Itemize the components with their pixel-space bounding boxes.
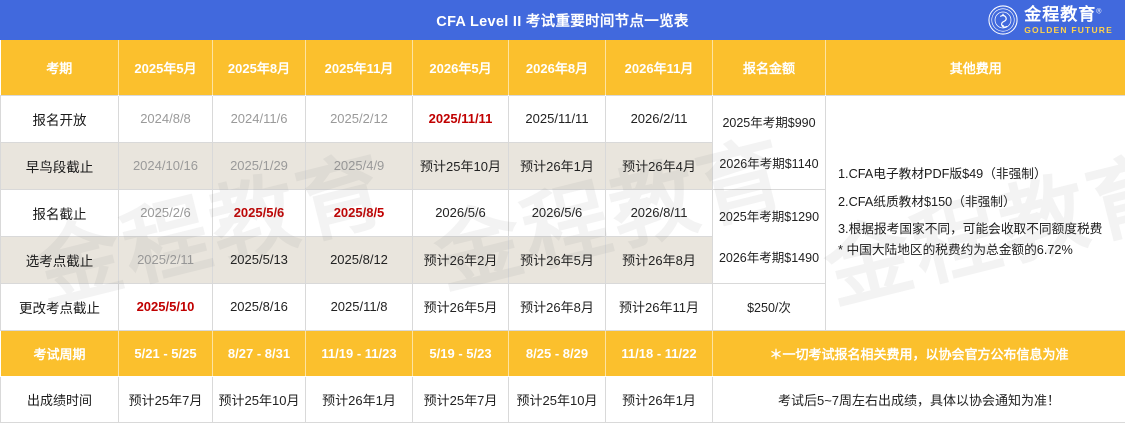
table-row: 报名截止 2025/2/6 2025/5/6 2025/8/5 2026/5/6… xyxy=(0,188,1125,284)
other-fee-line-1: 1.CFA电子教材PDF版$49（非强制） xyxy=(838,167,1047,182)
cell: 预计26年8月 xyxy=(605,235,713,284)
brand-name-cn: 金程教育® xyxy=(1024,4,1103,24)
table-row: 选考点截止 2025/2/11 2025/5/13 2025/8/12 预计26… xyxy=(0,235,1125,284)
row-label-result-time: 出成绩时间 xyxy=(0,375,119,423)
col-header-2025-08: 2025年8月 xyxy=(212,40,306,95)
cell: 2025/11/11 xyxy=(412,94,509,143)
cell: 2026/5/6 xyxy=(508,188,606,237)
cell: 2026/8/11 xyxy=(605,188,713,237)
cell: 2025/1/29 xyxy=(212,141,306,190)
other-fees-notes: 1.CFA电子教材PDF版$49（非强制） 2.CFA纸质教材$150（非强制）… xyxy=(825,94,1125,331)
cell: 预计26年2月 xyxy=(412,235,509,284)
cell: 2025/5/13 xyxy=(212,235,306,284)
fee-line: 2026年考期$1490 xyxy=(718,251,820,265)
cell: 预计26年1月 xyxy=(508,141,606,190)
table-row: 更改考点截止 2025/5/10 2025/8/16 2025/11/8 预计2… xyxy=(0,282,1125,331)
table-row: 报名开放 2024/8/8 2024/11/6 2025/2/12 2025/1… xyxy=(0,94,1125,331)
cell: 预计26年5月 xyxy=(412,282,509,331)
cell: 2025/2/6 xyxy=(118,188,213,237)
cell: 2024/8/8 xyxy=(118,94,213,143)
row-label-registration-open: 报名开放 xyxy=(0,94,119,143)
cell: 预计25年10月 xyxy=(412,141,509,190)
cell: 2025/2/11 xyxy=(118,235,213,284)
col-header-2025-11: 2025年11月 xyxy=(305,40,413,95)
cell: 2024/10/16 xyxy=(118,141,213,190)
cell: 2025/11/8 xyxy=(305,282,413,331)
cell: 2025/2/12 xyxy=(305,94,413,143)
cell: 预计26年11月 xyxy=(605,282,713,331)
schedule-table: 考期 2025年5月 2025年8月 2025年11月 2026年5月 2026… xyxy=(0,40,1125,423)
registered-mark: ® xyxy=(1096,8,1103,16)
other-fee-line-4: * 中国大陆地区的税费约为总金额的6.72% xyxy=(838,243,1073,258)
col-header-registration-fee: 报名金额 xyxy=(712,40,826,95)
fee-line: 2025年考期$990 xyxy=(722,116,816,130)
result-time-row: 出成绩时间 预计25年7月 预计25年10月 预计26年1月 预计25年7月 预… xyxy=(0,375,1125,423)
seal-icon xyxy=(988,5,1018,35)
cell: 2025/11/11 xyxy=(508,94,606,143)
cell: 2025/8/5 xyxy=(305,188,413,237)
cell: 预计26年8月 xyxy=(508,282,606,331)
row-label-registration-deadline: 报名截止 xyxy=(0,188,119,237)
other-fee-line-3: 3.根据报考国家不同，可能会收取不同额度税费 xyxy=(838,222,1103,236)
cell: 2025/5/10 xyxy=(118,282,213,331)
cell: 预计26年1月 xyxy=(605,375,713,423)
cell: 预计25年10月 xyxy=(508,375,606,423)
cell: 2024/11/6 xyxy=(212,94,306,143)
result-time-note: 考试后5~7周左右出成绩，具体以协会通知为准！ xyxy=(712,375,1125,423)
cell: 预计25年7月 xyxy=(412,375,509,423)
cell: 11/18 - 11/22 xyxy=(605,329,713,377)
row-label-change-center-deadline: 更改考点截止 xyxy=(0,282,119,331)
schedule-table-wrapper: 考期 2025年5月 2025年8月 2025年11月 2026年5月 2026… xyxy=(0,40,1125,423)
cell: 预计26年5月 xyxy=(508,235,606,284)
col-header-2025-05: 2025年5月 xyxy=(118,40,213,95)
fee-line: 2025年考期$1290 xyxy=(718,210,820,224)
fee-cell-990-1140: 2025年考期$990 2026年考期$1140 xyxy=(712,94,826,190)
cell: 2025/8/12 xyxy=(305,235,413,284)
col-header-exam-period: 考期 xyxy=(0,40,119,95)
page-title: CFA Level II 考试重要时间节点一览表 xyxy=(436,13,689,30)
col-header-other-fees: 其他费用 xyxy=(825,40,1125,95)
cell: 8/25 - 8/29 xyxy=(508,329,606,377)
brand-text: 金程教育® GOLDEN FUTURE xyxy=(1024,6,1113,35)
other-fee-line-2: 2.CFA纸质教材$150（非强制） xyxy=(838,194,1016,209)
brand-name-en: GOLDEN FUTURE xyxy=(1024,24,1113,35)
cell: 5/19 - 5/23 xyxy=(412,329,509,377)
brand-logo: 金程教育® GOLDEN FUTURE xyxy=(988,5,1113,35)
cell: 5/21 - 5/25 xyxy=(118,329,213,377)
fee-cell-1290-1490: 2025年考期$1290 2026年考期$1490 xyxy=(712,188,826,284)
fee-cell-250: $250/次 xyxy=(712,282,826,331)
cell: 2026/2/11 xyxy=(605,94,713,143)
cell: 预计25年10月 xyxy=(212,375,306,423)
exam-cycle-row: 考试周期 5/21 - 5/25 8/27 - 8/31 11/19 - 11/… xyxy=(0,329,1125,377)
cell: 2025/4/9 xyxy=(305,141,413,190)
col-header-2026-05: 2026年5月 xyxy=(412,40,509,95)
table-header-row: 考期 2025年5月 2025年8月 2025年11月 2026年5月 2026… xyxy=(0,40,1125,95)
cell: 8/27 - 8/31 xyxy=(212,329,306,377)
fee-line: 2026年考期$1140 xyxy=(719,157,819,171)
row-label-exam-cycle: 考试周期 xyxy=(0,329,119,377)
cell: 预计26年4月 xyxy=(605,141,713,190)
exam-cycle-note: ＊一切考试报名相关费用，以协会官方公布信息为准 xyxy=(712,329,1125,377)
cell: 2025/5/6 xyxy=(212,188,306,237)
col-header-2026-08: 2026年8月 xyxy=(508,40,606,95)
col-header-2026-11: 2026年11月 xyxy=(605,40,713,95)
cell: 2026/5/6 xyxy=(412,188,509,237)
cell: 预计25年7月 xyxy=(118,375,213,423)
table-row: 早鸟段截止 2024/10/16 2025/1/29 2025/4/9 预计25… xyxy=(0,141,1125,190)
row-label-early-bird-deadline: 早鸟段截止 xyxy=(0,141,119,190)
cell: 2025/8/16 xyxy=(212,282,306,331)
row-label-test-center-deadline: 选考点截止 xyxy=(0,235,119,284)
page-header: CFA Level II 考试重要时间节点一览表 金程教育® GOLDEN FU… xyxy=(0,0,1125,40)
cell: 预计26年1月 xyxy=(305,375,413,423)
cell: 11/19 - 11/23 xyxy=(305,329,413,377)
